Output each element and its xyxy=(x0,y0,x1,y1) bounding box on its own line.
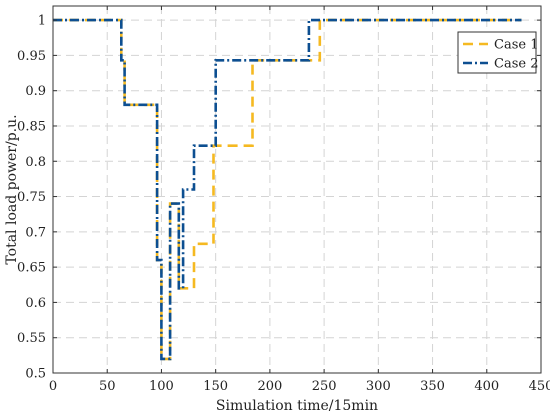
x-axis-label: Simulation time/15min xyxy=(216,398,378,414)
x-tick-label: 350 xyxy=(420,379,445,394)
y-tick-label: 0.65 xyxy=(17,261,46,276)
x-tick-label: 0 xyxy=(49,379,57,394)
series-layer xyxy=(53,18,522,361)
y-tick-label: 0.9 xyxy=(25,84,46,99)
x-tick-label: 400 xyxy=(474,379,499,394)
y-tick-label: 0.95 xyxy=(17,49,46,64)
grid-lines xyxy=(53,6,541,373)
y-tick-label: 0.8 xyxy=(25,155,46,170)
tick-labels: 0 50 100 150 200 250 300 350 400 450 0.5 0.55 0.6 0.6… xyxy=(17,14,550,394)
x-tick-label: 150 xyxy=(203,379,228,394)
x-tick-label: 50 xyxy=(99,379,116,394)
y-tick-label: 0.85 xyxy=(17,119,46,134)
y-axis-label: Total load power/p.u. xyxy=(4,114,20,264)
y-tick-label: 0.6 xyxy=(25,296,46,311)
y-tick-label: 1 xyxy=(38,14,46,29)
x-tick-label: 200 xyxy=(257,379,282,394)
legend-label: Case 1 xyxy=(494,38,538,53)
x-tick-label: 300 xyxy=(366,379,391,394)
x-tick-label: 450 xyxy=(529,379,550,394)
plot-frame xyxy=(52,5,542,374)
series-line-2 xyxy=(53,18,522,361)
y-tick-label: 0.5 xyxy=(25,367,46,382)
x-tick-label: 100 xyxy=(149,379,174,394)
x-tick-label: 250 xyxy=(312,379,337,394)
legend-label: Case 2 xyxy=(494,57,538,72)
axis-ticks xyxy=(52,6,542,374)
legend: Case 1 Case 2 xyxy=(457,31,538,74)
y-tick-label: 0.75 xyxy=(17,190,46,205)
legend-box xyxy=(457,31,537,74)
y-tick-label: 0.7 xyxy=(25,225,46,240)
y-tick-label: 0.55 xyxy=(17,331,46,346)
